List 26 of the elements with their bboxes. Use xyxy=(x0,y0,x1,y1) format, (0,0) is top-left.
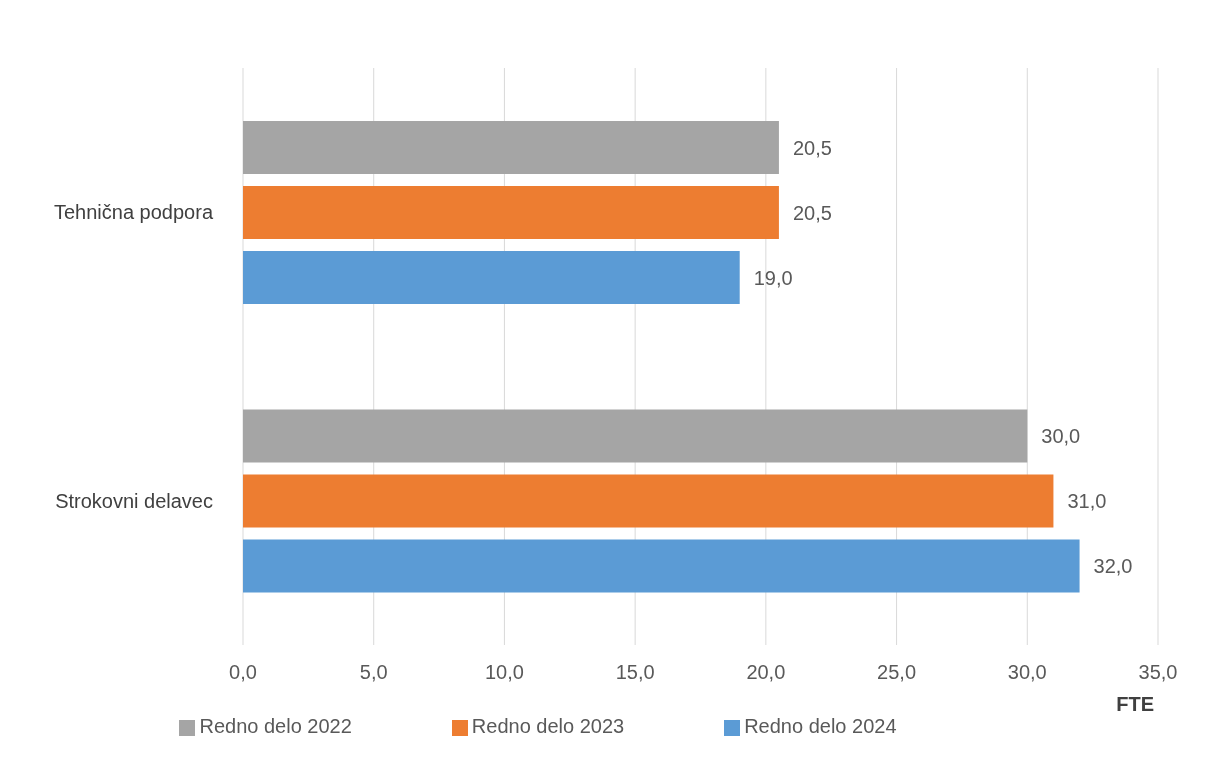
x-tick-label: 25,0 xyxy=(877,661,917,684)
x-tick-label: 20,0 xyxy=(746,661,786,684)
y-tick-label: Tehnična podpora xyxy=(53,201,214,224)
x-tick-label: 15,0 xyxy=(615,661,655,684)
data-label: 20,5 xyxy=(792,136,832,159)
bar xyxy=(243,251,740,304)
bar xyxy=(243,121,779,174)
bar xyxy=(243,186,779,239)
bar xyxy=(243,539,1080,593)
legend-label: Redno delo 2023 xyxy=(471,715,625,737)
x-tick-label: 0,0 xyxy=(229,661,257,684)
x-axis-title: FTE xyxy=(1116,693,1154,715)
data-label: 32,0 xyxy=(1093,555,1133,578)
x-tick-label: 30,0 xyxy=(1007,661,1047,684)
x-tick-label: 5,0 xyxy=(359,661,388,684)
data-label: 30,0 xyxy=(1041,425,1081,448)
data-label: 19,0 xyxy=(753,266,793,289)
legend-label: Redno delo 2022 xyxy=(199,715,352,737)
x-tick-label: 10,0 xyxy=(484,661,524,684)
y-tick-label: Strokovni delavec xyxy=(55,489,213,512)
bar xyxy=(243,409,1028,463)
legend-label: Redno delo 2024 xyxy=(744,715,897,737)
data-label: 31,0 xyxy=(1067,490,1107,513)
bar xyxy=(243,474,1054,528)
data-label: 20,5 xyxy=(792,201,832,224)
x-tick-label: 35,0 xyxy=(1138,661,1178,684)
